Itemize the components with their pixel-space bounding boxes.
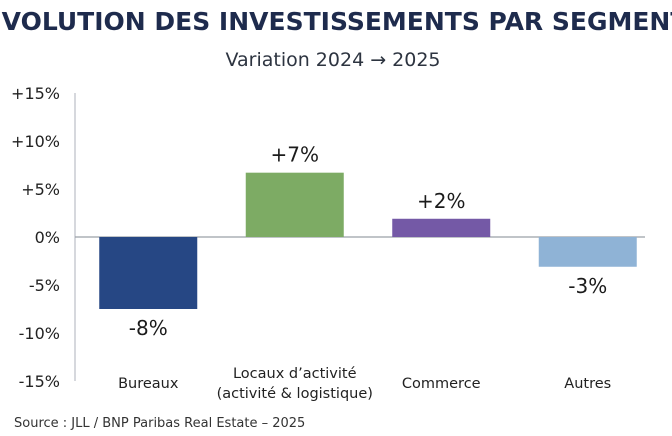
category-label: (activité & logistique) (217, 386, 373, 402)
y-tick-label: -15% (19, 372, 60, 391)
bar-value-label: +7% (271, 143, 320, 167)
chart-source: Source : JLL / BNP Paribas Real Estate –… (14, 416, 305, 431)
category-label: Commerce (402, 376, 481, 392)
bar (99, 237, 198, 309)
category-label: Bureaux (118, 376, 179, 392)
bar-value-label: -8% (129, 316, 168, 340)
bar (392, 218, 491, 237)
bar-value-label: -3% (568, 274, 607, 298)
y-tick-label: -5% (29, 276, 60, 295)
chart-subtitle: Variation 2024 → 2025 (225, 49, 440, 71)
chart-title: ÉVOLUTION DES INVESTISSEMENTS PAR SEGMEN… (0, 7, 672, 36)
y-tick-label: +5% (21, 180, 60, 199)
y-tick-label: -10% (19, 324, 60, 343)
y-tick-label: +10% (11, 132, 60, 151)
bar-value-label: +2% (417, 189, 466, 213)
bars (99, 172, 637, 309)
y-tick-label: +15% (11, 84, 60, 103)
y-axis-ticks: +15% +10% +5% 0% -5% -10% -15% (11, 84, 60, 391)
category-label: Locaux d’activité (233, 366, 357, 382)
y-tick-label: 0% (35, 228, 60, 247)
value-labels: -8% +7% +2% -3% (129, 143, 607, 340)
bar (245, 172, 344, 237)
category-labels: Bureaux Locaux d’activité (activité & logi… (118, 366, 611, 402)
bar (538, 237, 637, 267)
category-label: Autres (564, 376, 611, 392)
